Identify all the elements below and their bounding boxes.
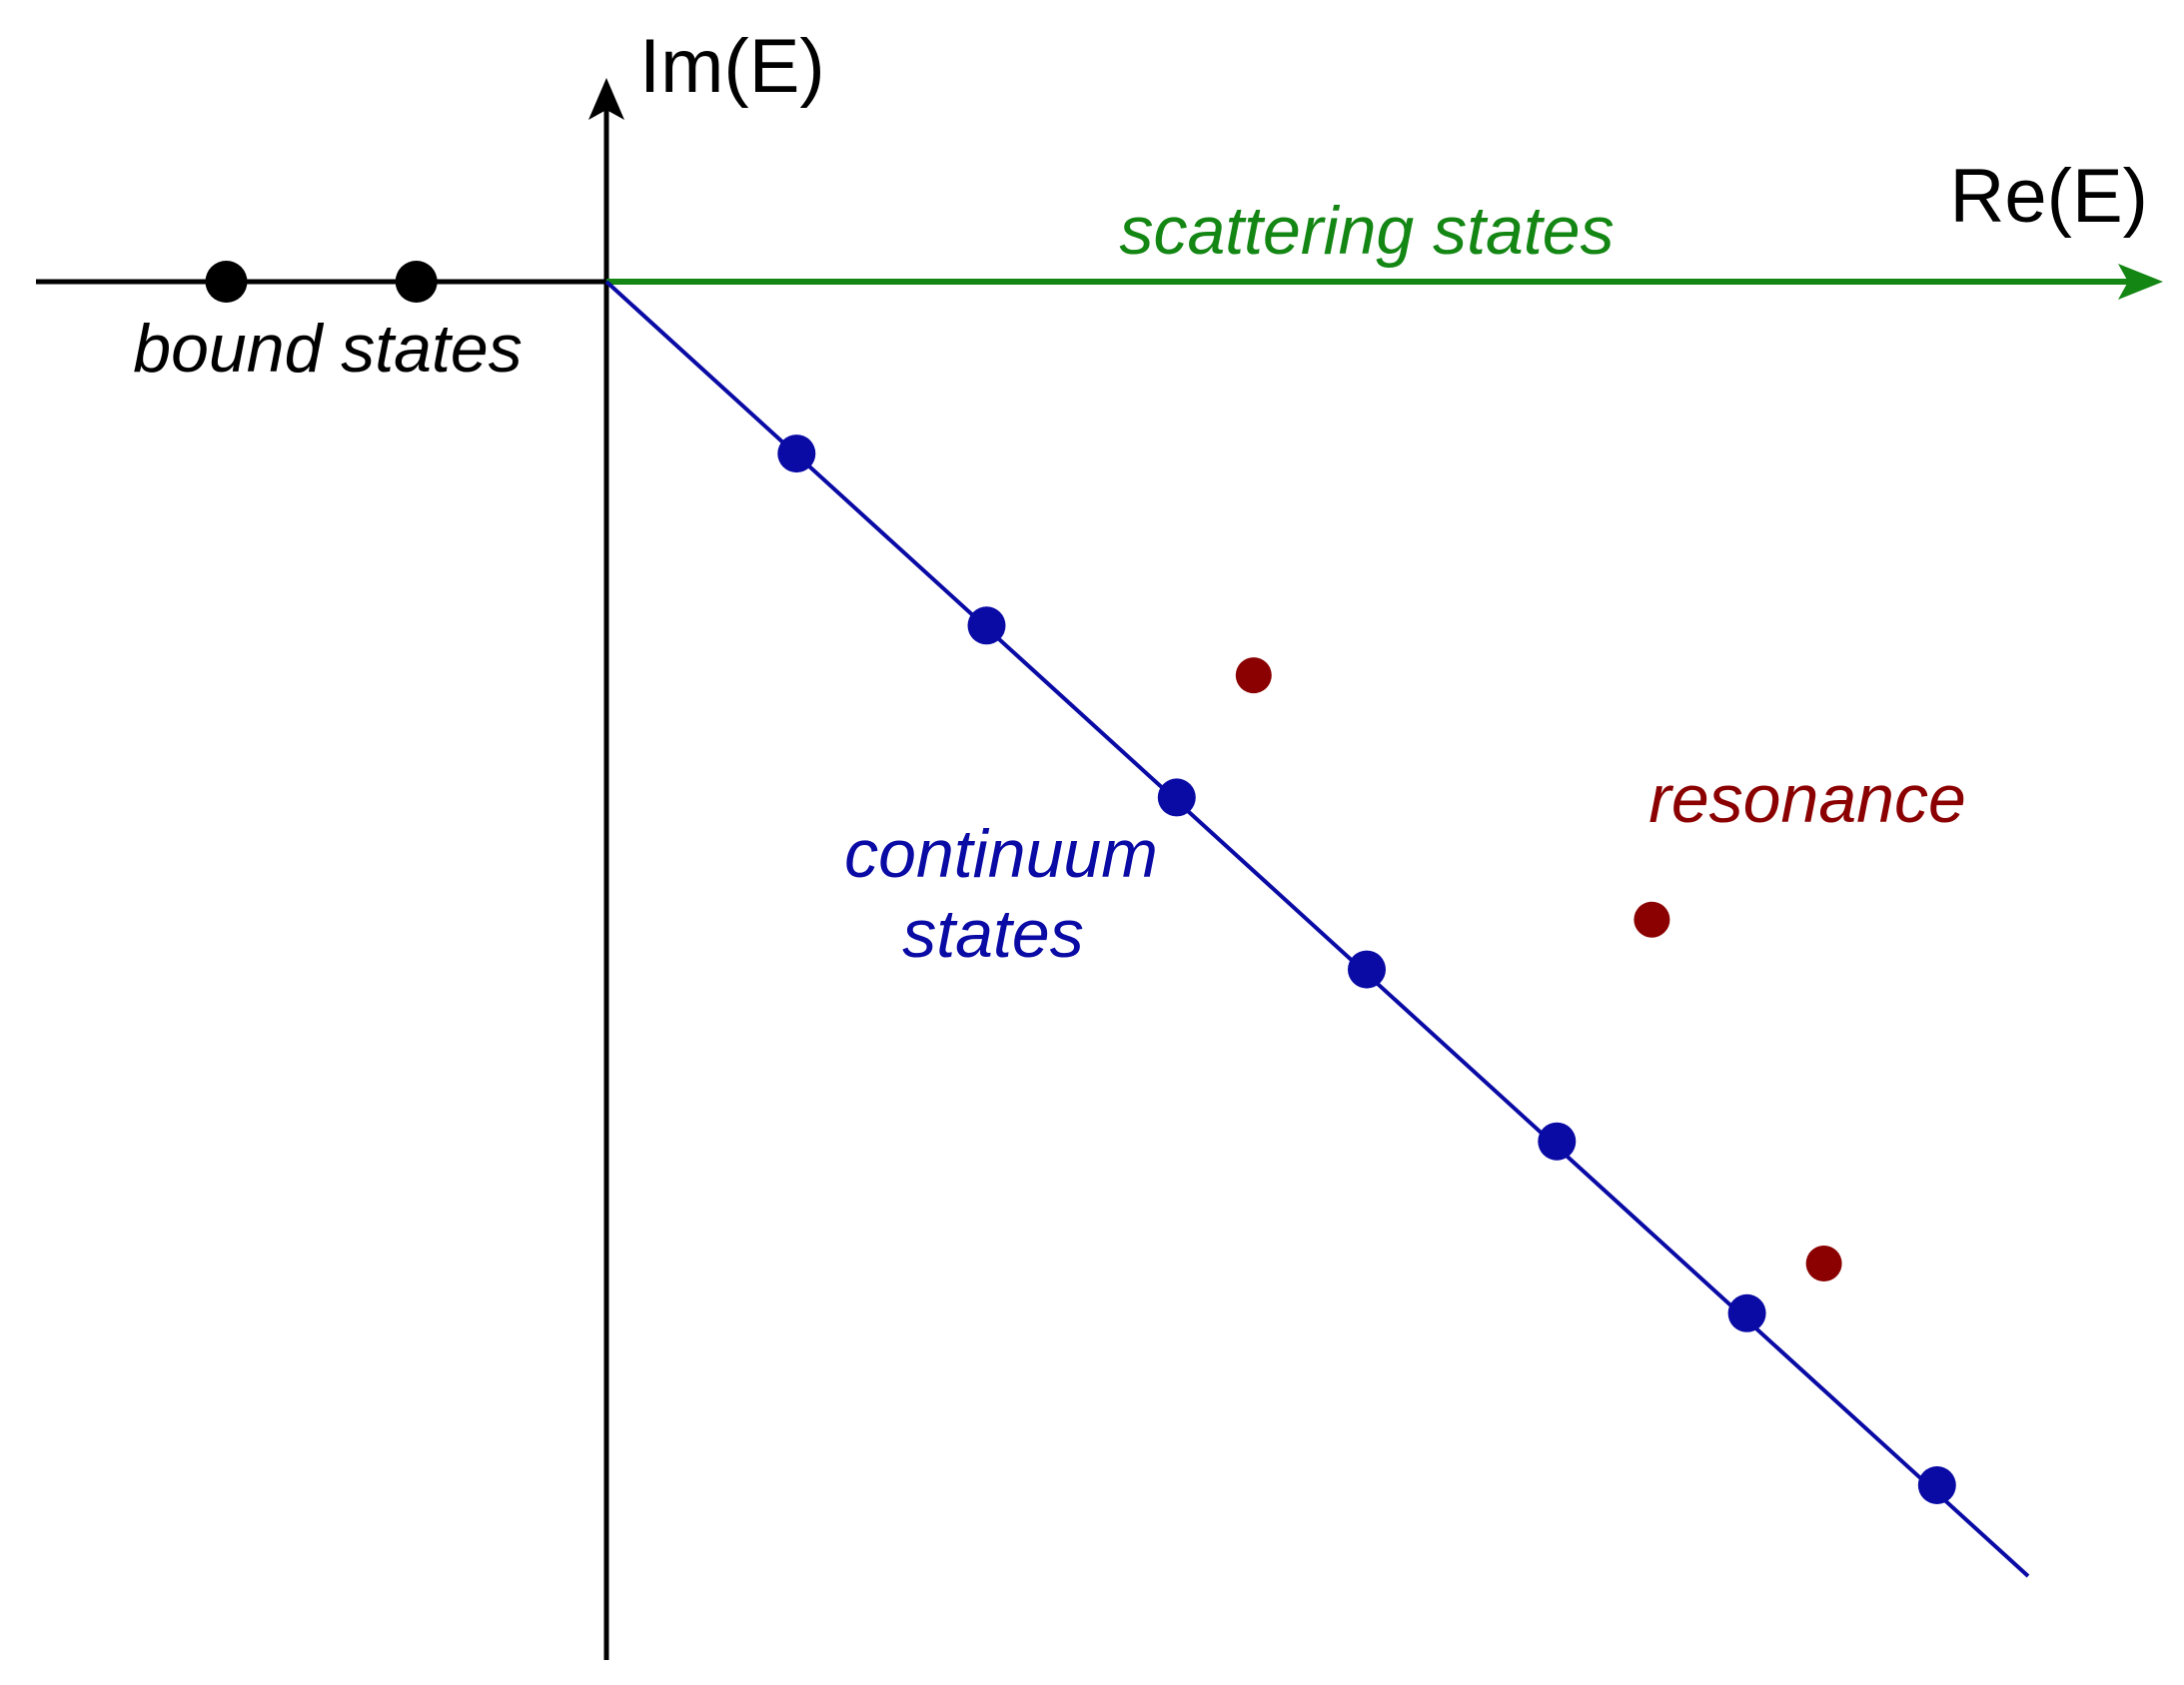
continuum-state-point-7 bbox=[1917, 1466, 1956, 1504]
imaginary-axis-arrowhead bbox=[588, 78, 624, 120]
x-axis-label: Re(E) bbox=[1950, 154, 2148, 239]
continuum-states-label-line1: continuum bbox=[844, 816, 1158, 892]
continuum-state-point-1 bbox=[777, 434, 816, 473]
scattering-states-label: scattering states bbox=[1119, 193, 1614, 269]
continuum-states-points bbox=[777, 434, 1956, 1504]
continuum-state-point-4 bbox=[1348, 950, 1386, 989]
bound-state-point-2 bbox=[395, 261, 438, 303]
resonance-point-3 bbox=[1805, 1246, 1842, 1281]
resonance-point-1 bbox=[1235, 657, 1272, 694]
continuum-state-point-2 bbox=[967, 606, 1006, 645]
continuum-state-point-5 bbox=[1538, 1122, 1577, 1161]
continuum-line bbox=[604, 280, 2030, 1578]
continuum-states-label-line2: states bbox=[902, 896, 1083, 972]
bound-states-points bbox=[205, 261, 438, 303]
y-axis-label: Im(E) bbox=[639, 24, 825, 109]
scattering-states-arrowhead bbox=[2118, 264, 2163, 300]
resonance-label: resonance bbox=[1648, 761, 1966, 837]
bound-state-point-1 bbox=[205, 261, 248, 303]
bound-states-label: bound states bbox=[133, 311, 522, 387]
continuum-state-point-6 bbox=[1727, 1293, 1766, 1332]
resonance-point-2 bbox=[1634, 901, 1670, 938]
resonance-points bbox=[1235, 657, 1842, 1281]
continuum-state-point-3 bbox=[1157, 778, 1196, 817]
